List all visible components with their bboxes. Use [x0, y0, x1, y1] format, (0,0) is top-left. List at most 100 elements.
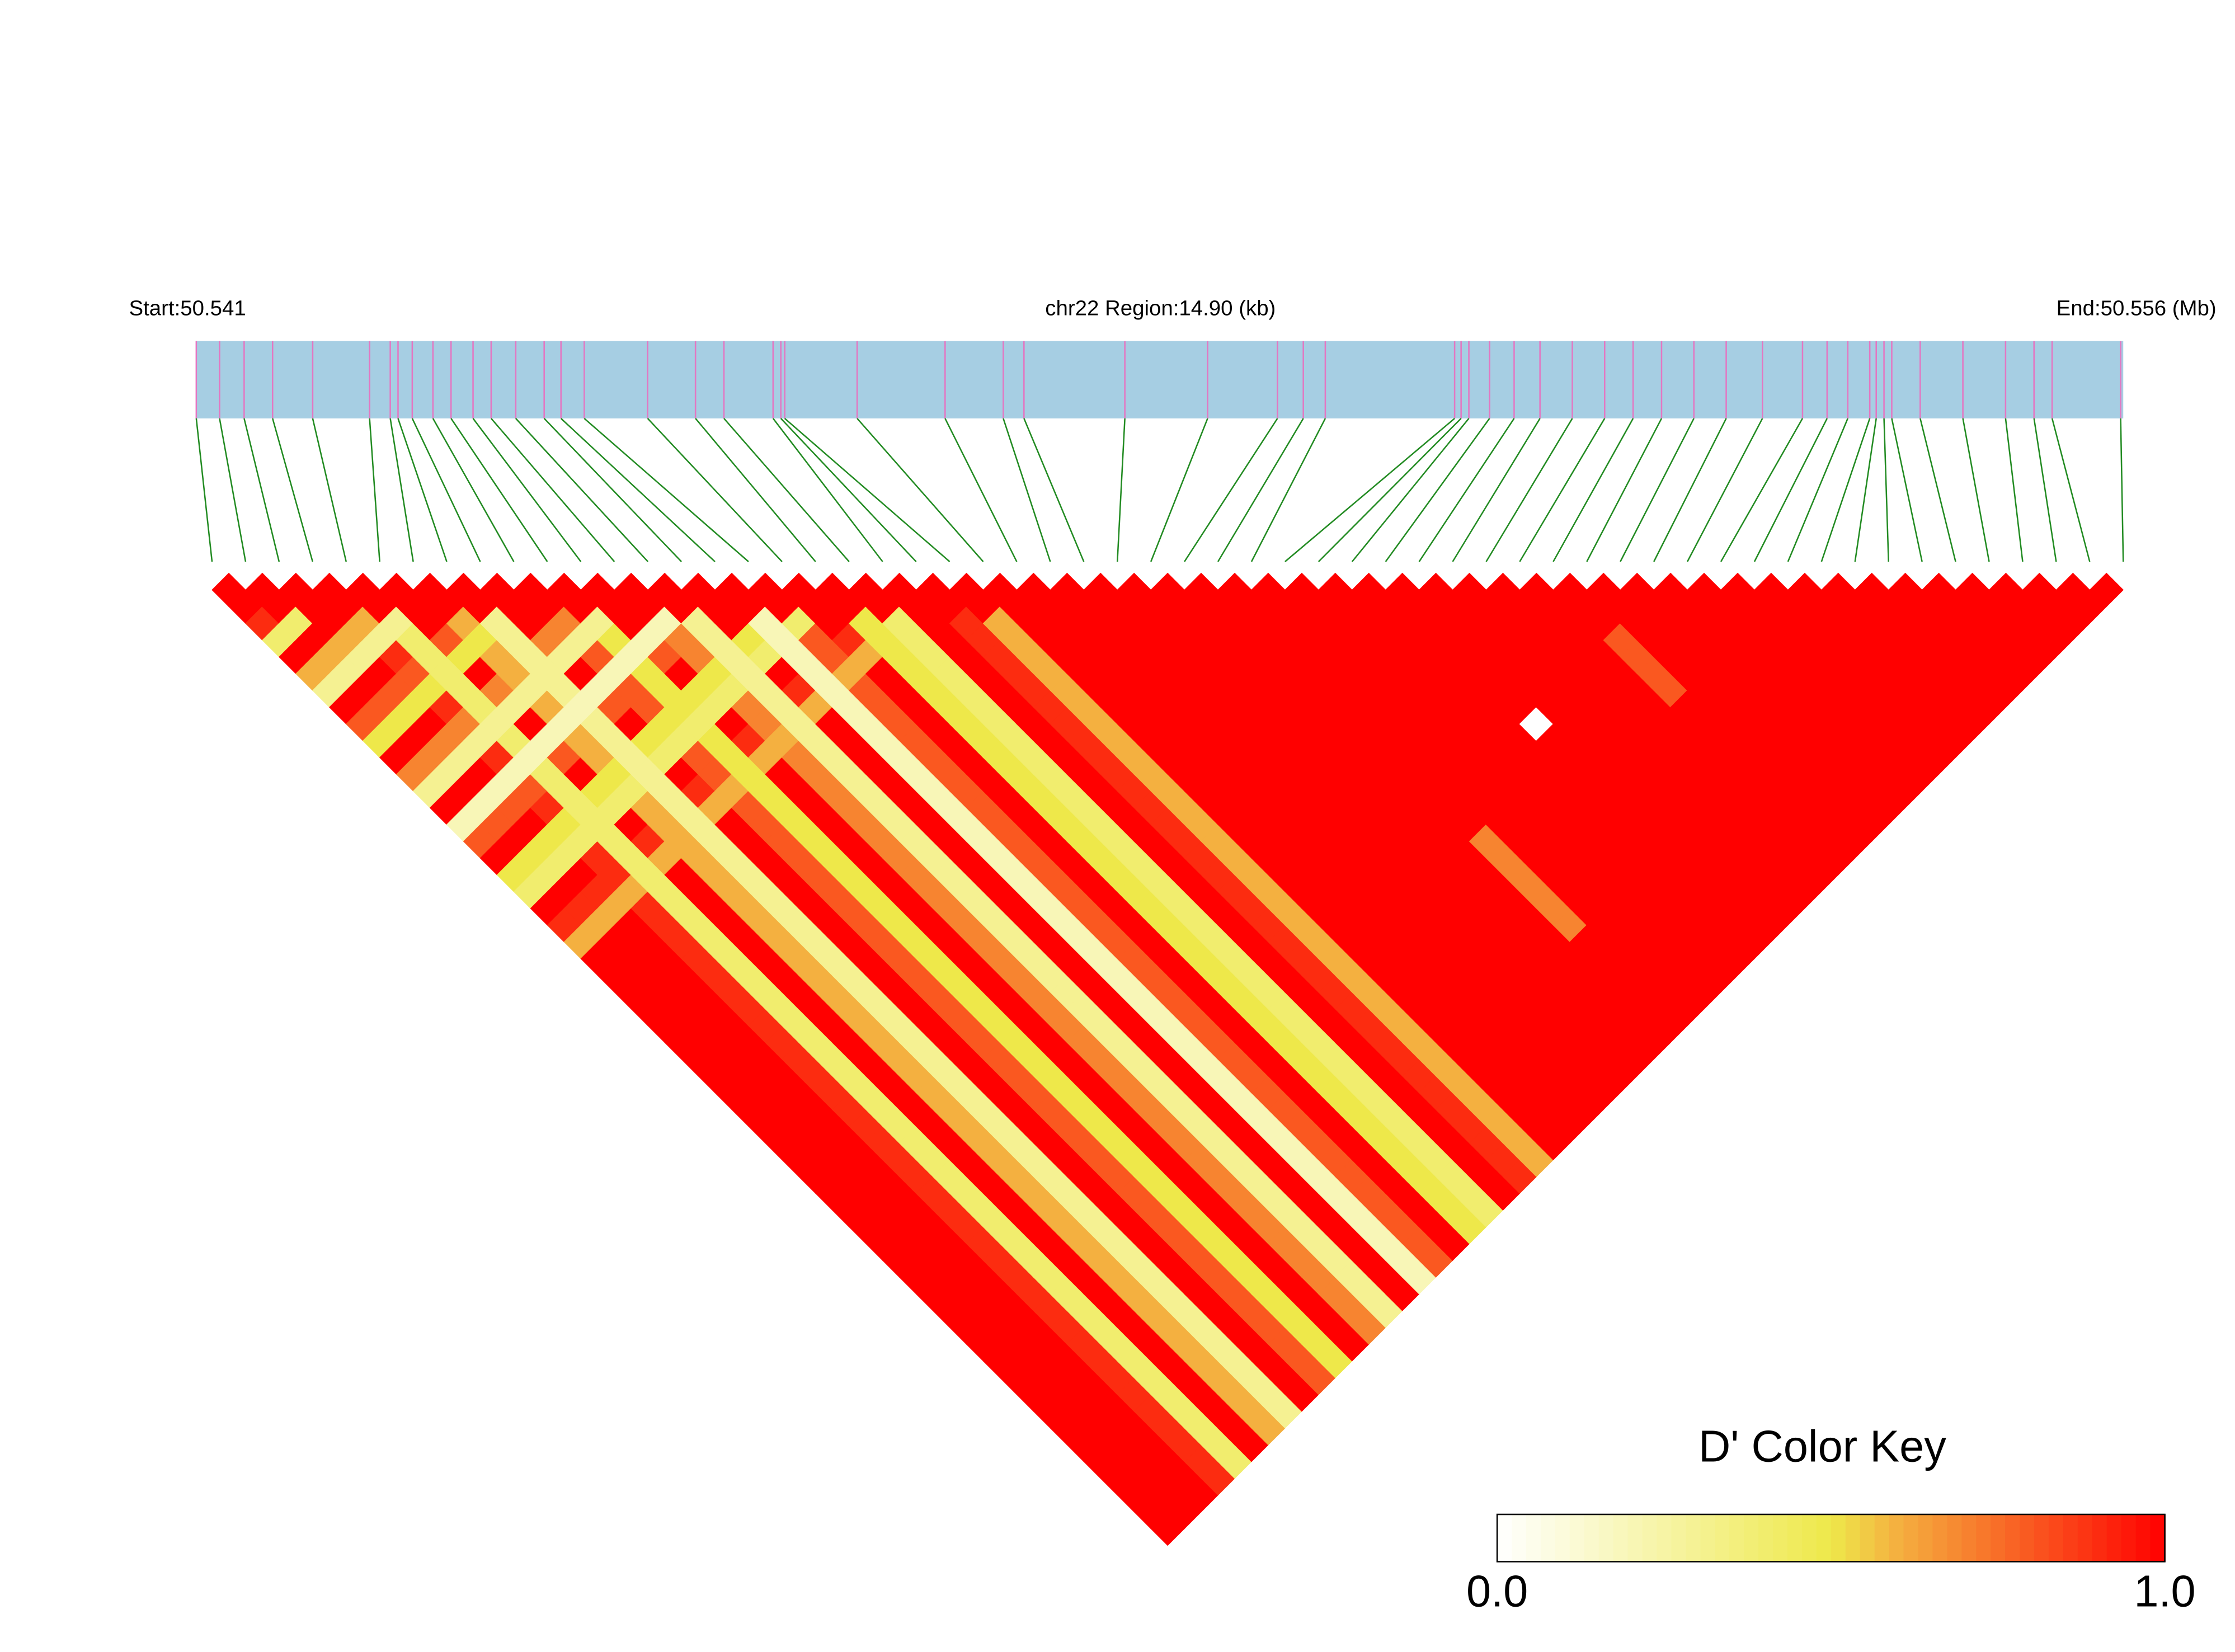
- snp-connector: [389, 418, 414, 562]
- snp-connector: [2120, 418, 2124, 562]
- ld-cell: [2089, 572, 2124, 608]
- color-key-step: [1903, 1514, 1919, 1562]
- color-key-step: [1947, 1514, 1963, 1562]
- color-key-step: [1976, 1514, 1992, 1562]
- color-key-step: [1700, 1514, 1716, 1562]
- snp-connector: [1150, 418, 1208, 562]
- color-key-border: [1496, 1513, 2166, 1562]
- snp-connector: [1023, 418, 1085, 562]
- color-key-step: [1526, 1514, 1542, 1562]
- color-key-step: [1991, 1514, 2006, 1562]
- snp-connector: [1753, 418, 1828, 562]
- snp-connector: [695, 418, 816, 562]
- snp-connector: [1586, 418, 1663, 562]
- color-key-step: [1512, 1514, 1527, 1562]
- snp-connector: [312, 418, 347, 562]
- snp-connector: [543, 418, 683, 562]
- snp-connector: [219, 418, 247, 562]
- snp-connector: [195, 418, 213, 562]
- snp-connector: [2005, 418, 2024, 562]
- snp-connector: [397, 418, 448, 562]
- color-key-step: [1801, 1514, 1818, 1562]
- color-key-step: [2020, 1514, 2035, 1562]
- snp-connector: [1184, 418, 1278, 562]
- color-key-step: [1657, 1514, 1672, 1562]
- snp-connector: [2033, 418, 2057, 562]
- snp-connector: [490, 418, 615, 562]
- snp-connector: [1418, 418, 1515, 562]
- snp-connector: [772, 418, 883, 562]
- color-key-step: [1584, 1514, 1600, 1562]
- legend-title: D' Color Key: [1698, 1422, 1946, 1471]
- color-key-step: [1627, 1514, 1643, 1562]
- color-key-step: [1758, 1514, 1774, 1562]
- snp-connector: [1620, 418, 1695, 562]
- color-key-step: [1860, 1514, 1875, 1562]
- color-key-step: [2092, 1514, 2108, 1562]
- snp-connector: [271, 418, 314, 562]
- snp-connector: [2051, 418, 2091, 562]
- color-key-step: [2063, 1514, 2079, 1562]
- color-key-step: [1787, 1514, 1803, 1562]
- color-key-step: [2135, 1514, 2151, 1562]
- color-key-step: [2150, 1514, 2166, 1562]
- start-label: Start:50.541: [129, 296, 246, 320]
- snp-connector: [515, 418, 649, 562]
- color-key-step: [2005, 1514, 2021, 1562]
- color-key-label: 1.0: [2134, 1566, 2195, 1616]
- color-key-step: [2048, 1514, 2064, 1562]
- snp-connector: [1452, 418, 1541, 562]
- color-key-step: [1569, 1514, 1585, 1562]
- snp-connector: [1883, 418, 1889, 562]
- snp-connector: [1485, 418, 1573, 562]
- snp-connector: [1385, 418, 1490, 562]
- snp-connector: [584, 417, 749, 562]
- color-key-step: [1932, 1514, 1948, 1562]
- color-key-step: [1918, 1514, 1933, 1562]
- color-key-step: [1642, 1514, 1658, 1562]
- end-label: End:50.556 (Mb): [2057, 296, 2217, 320]
- color-key-step: [1598, 1514, 1614, 1562]
- color-key-step: [1831, 1514, 1847, 1562]
- color-key-step: [1874, 1514, 1890, 1562]
- snp-connector: [560, 417, 716, 562]
- snp-connector: [1919, 418, 1956, 562]
- color-key-step: [1845, 1514, 1861, 1562]
- color-key-step: [2106, 1514, 2122, 1562]
- color-key-step: [1715, 1514, 1730, 1562]
- snp-connector: [1891, 418, 1923, 562]
- color-key-step: [2034, 1514, 2050, 1562]
- snp-connector: [450, 418, 548, 562]
- snp-connector: [369, 418, 380, 562]
- color-key-step: [1744, 1514, 1759, 1562]
- snp-connector: [1217, 418, 1304, 562]
- snp-connector: [1854, 418, 1877, 562]
- snp-connector: [1116, 418, 1126, 562]
- snp-connector: [1653, 418, 1727, 562]
- color-key-label: 0.0: [1466, 1566, 1528, 1616]
- snp-connector: [1962, 418, 1990, 562]
- snp-connector: [1351, 418, 1470, 562]
- snp-connector: [1003, 418, 1051, 562]
- color-key-step: [1613, 1514, 1629, 1562]
- color-key-step: [1729, 1514, 1745, 1562]
- snp-connector: [1686, 418, 1763, 562]
- color-key-step: [1816, 1514, 1832, 1562]
- snp-connector: [1820, 418, 1871, 562]
- snp-connector: [472, 418, 582, 562]
- region-label: chr22 Region:14.90 (kb): [1045, 296, 1276, 320]
- color-key-step: [1497, 1514, 1513, 1562]
- snp-connector: [1552, 418, 1634, 562]
- snp-connector: [1720, 418, 1804, 562]
- color-key-step: [1961, 1514, 1977, 1562]
- snp-connector: [432, 418, 515, 562]
- snp-connector: [243, 418, 280, 562]
- color-key-step: [1889, 1514, 1904, 1562]
- color-key-step: [1540, 1514, 1556, 1562]
- gene-map-bar: [196, 341, 2124, 418]
- snp-connector: [780, 418, 917, 562]
- snp-connector: [1250, 418, 1326, 562]
- snp-connector: [411, 418, 481, 562]
- color-key-step: [1773, 1514, 1789, 1562]
